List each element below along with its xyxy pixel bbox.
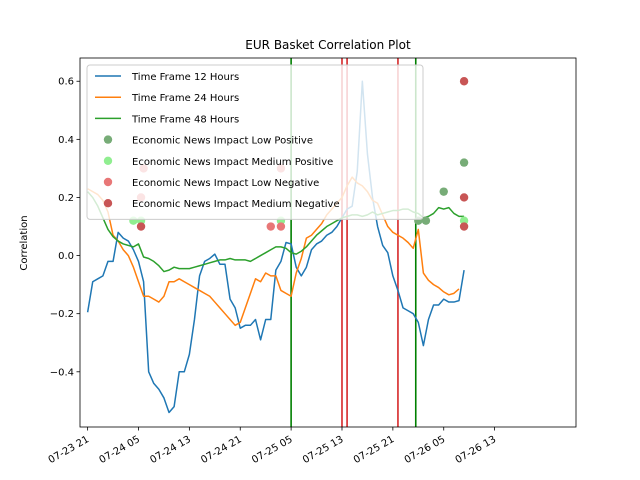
y-tick-label-1: −0.2 xyxy=(50,309,74,320)
news-point-3-3 xyxy=(459,222,469,231)
legend-label-2: Time Frame 48 Hours xyxy=(131,114,239,125)
legend-swatch-6 xyxy=(103,199,113,208)
news-point-0-2 xyxy=(421,216,431,225)
legend-swatch-4 xyxy=(103,156,113,165)
news-point-1-3 xyxy=(459,216,469,225)
y-tick-label-5: 0.6 xyxy=(58,77,74,88)
legend-box xyxy=(86,64,424,220)
y-axis-ticks: −0.4 −0.2 0.0 0.2 0.4 0.6 xyxy=(50,77,80,378)
news-point-0-3 xyxy=(459,158,469,167)
legend-label-5: Economic News Impact Low Negative xyxy=(132,178,319,189)
y-tick-label-3: 0.2 xyxy=(58,193,74,204)
news-point-3-2 xyxy=(459,193,469,202)
series-line-0 xyxy=(86,80,465,414)
y-tick-label-2: 0.0 xyxy=(58,251,74,262)
series-line-1 xyxy=(87,176,460,327)
news-point-0-0 xyxy=(439,187,448,196)
legend-label-3: Economic News Impact Low Positive xyxy=(132,136,313,147)
chart-legend: Time Frame 12 Hours Time Frame 24 Hours Ti… xyxy=(86,64,424,220)
news-point-3-1 xyxy=(459,77,469,86)
legend-label-1: Time Frame 24 Hours xyxy=(131,93,239,104)
y-axis-label: Correlation xyxy=(19,215,30,270)
news-point-2-2 xyxy=(266,222,275,231)
y-tick-label-0: −0.4 xyxy=(50,367,74,378)
news-point-2-3 xyxy=(276,222,286,231)
y-tick-label-4: 0.4 xyxy=(58,135,74,146)
legend-label-6: Economic News Impact Medium Negative xyxy=(132,199,340,210)
legend-swatch-5 xyxy=(103,177,113,187)
legend-label-0: Time Frame 12 Hours xyxy=(131,72,239,83)
legend-label-4: Economic News Impact Medium Positive xyxy=(132,157,333,168)
axes-frame xyxy=(79,57,577,428)
chart-title: EUR Basket Correlation Plot xyxy=(245,38,411,52)
news-point-3-0 xyxy=(136,222,146,231)
legend-swatch-3 xyxy=(103,135,113,144)
